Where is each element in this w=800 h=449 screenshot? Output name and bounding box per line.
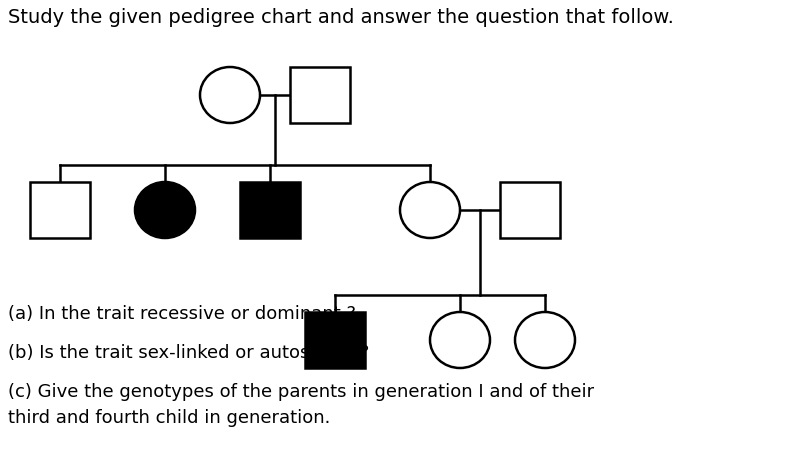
Bar: [290, 67, 350, 123]
Text: Study the given pedigree chart and answer the question that follow.: Study the given pedigree chart and answe…: [8, 8, 674, 27]
Text: (c) Give the genotypes of the parents in generation I and of their: (c) Give the genotypes of the parents in…: [8, 383, 594, 401]
Ellipse shape: [430, 312, 490, 368]
Bar: [240, 182, 300, 238]
Bar: [500, 182, 560, 238]
Bar: [30, 182, 90, 238]
Text: third and fourth child in generation.: third and fourth child in generation.: [8, 409, 330, 427]
Text: (b) Is the trait sex-linked or autosomal ?: (b) Is the trait sex-linked or autosomal…: [8, 344, 370, 362]
Bar: [305, 312, 365, 368]
Ellipse shape: [135, 182, 195, 238]
Ellipse shape: [200, 67, 260, 123]
Ellipse shape: [515, 312, 575, 368]
Text: (a) In the trait recessive or dominant ?: (a) In the trait recessive or dominant ?: [8, 305, 356, 323]
Ellipse shape: [400, 182, 460, 238]
